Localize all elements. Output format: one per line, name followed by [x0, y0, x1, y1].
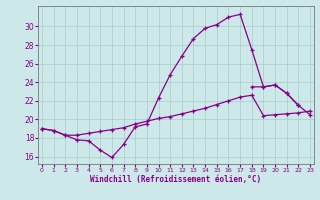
- X-axis label: Windchill (Refroidissement éolien,°C): Windchill (Refroidissement éolien,°C): [91, 175, 261, 184]
